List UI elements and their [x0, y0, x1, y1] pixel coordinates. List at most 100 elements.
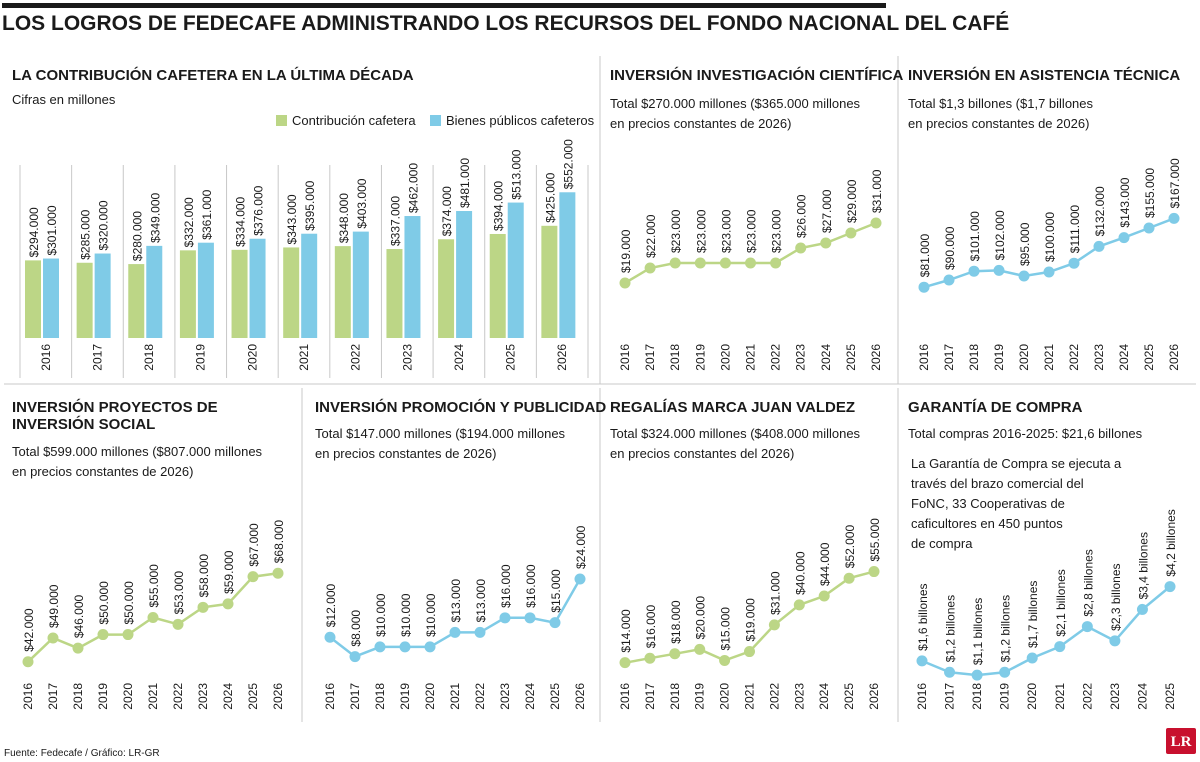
bar-label-contribucion-2025: $394.000: [492, 181, 506, 231]
garantia-label-2022: $2,8 billones: [1081, 549, 1095, 616]
asistencia-x-tick-2024: 2024: [1117, 344, 1131, 371]
promocion-x-tick-2016: 2016: [323, 683, 337, 710]
social-x-tick-2025: 2025: [246, 683, 260, 710]
promocion-x-tick-2026: 2026: [573, 683, 587, 710]
bar-x-tick-2024: 2024: [452, 344, 466, 371]
garantia-point-2022: [1081, 621, 1093, 633]
investigacion-label-2019: $23.000: [694, 209, 708, 253]
regalias-point-2020: [719, 654, 731, 666]
regalias-label-2019: $20.000: [694, 596, 708, 640]
regalias-chart-subtitle-line-2: en precios constantes del 2026): [610, 446, 794, 461]
promocion-label-2023: $16.000: [499, 564, 513, 608]
bar-label-bienes-2023: $462.000: [406, 163, 420, 213]
bar-bienes-2023: [404, 216, 421, 338]
bar-x-tick-2026: 2026: [555, 344, 569, 371]
regalias-x-tick-2018: 2018: [668, 683, 682, 710]
social-label-2022: $53.000: [172, 571, 186, 615]
bar-label-bienes-2024: $481.000: [458, 158, 472, 208]
regalias-label-2018: $18.000: [669, 600, 683, 644]
asistencia-point-2023: [1093, 240, 1105, 252]
asistencia-x-tick-2018: 2018: [967, 344, 981, 371]
regalias-x-tick-2020: 2020: [718, 683, 732, 710]
regalias-x-tick-2024: 2024: [817, 683, 831, 710]
bar-label-bienes-2026: $552.000: [561, 139, 575, 189]
promocion-label-2018: $10.000: [374, 593, 388, 637]
regalias-x-tick-2026: 2026: [867, 683, 881, 710]
garantia-chart-note-line-4: caficultores en 450 puntos: [911, 516, 1063, 531]
bar-bienes-2019: [197, 242, 214, 338]
garantia-label-2020: $1,7 billones: [1026, 581, 1040, 648]
bar-label-bienes-2022: $403.000: [355, 178, 369, 228]
promocion-x-tick-2025: 2025: [548, 683, 562, 710]
bar-contribucion-2024: [438, 239, 455, 338]
bar-bienes-2016: [43, 258, 59, 338]
garantia-point-2017: [944, 666, 956, 678]
social-x-tick-2022: 2022: [171, 683, 185, 710]
social-x-tick-2016: 2016: [21, 683, 35, 710]
bar-label-contribucion-2018: $280.000: [130, 211, 144, 261]
lr-logo-badge: [1166, 728, 1196, 754]
social-point-2026: [272, 567, 284, 579]
social-point-2017: [47, 632, 59, 644]
bar-contribucion-2021: [283, 247, 300, 338]
investigacion-label-2022: $23.000: [770, 209, 784, 253]
garantia-series-line: [921, 585, 1171, 677]
garantia-chart-title: GARANTÍA DE COMPRA: [908, 399, 1083, 416]
investigacion-label-2016: $19.000: [619, 229, 633, 273]
regalias-label-2017: $16.000: [644, 605, 658, 649]
regalias-point-2017: [644, 652, 656, 664]
investigacion-label-2017: $22.000: [644, 214, 658, 258]
regalias-x-tick-2017: 2017: [643, 683, 657, 710]
investigacion-x-tick-2017: 2017: [643, 344, 657, 371]
social-chart-subtitle-line-1: Total $599.000 millones ($807.000 millon…: [12, 444, 263, 459]
investigacion-label-2024: $27.000: [820, 189, 834, 233]
bar-contribucion-2020: [231, 249, 248, 338]
promocion-point-2025: [549, 617, 561, 629]
bar-x-tick-2016: 2016: [39, 344, 53, 371]
social-x-tick-2026: 2026: [271, 683, 285, 710]
social-label-2019: $50.000: [97, 581, 111, 625]
asistencia-point-2016: [918, 281, 930, 293]
social-label-2023: $58.000: [197, 554, 211, 598]
asistencia-x-tick-2022: 2022: [1067, 344, 1081, 371]
garantia-x-tick-2023: 2023: [1108, 683, 1122, 710]
social-x-tick-2020: 2020: [121, 683, 135, 710]
promocion-point-2023: [499, 612, 511, 624]
regalias-chart-title: REGALÍAS MARCA JUAN VALDEZ: [610, 399, 855, 416]
regalias-point-2019: [694, 643, 706, 655]
investigacion-point-2023: [795, 242, 807, 254]
main-title: LOS LOGROS DE FEDECAFE ADMINISTRANDO LOS…: [2, 12, 1009, 35]
garantia-chart-note-line-3: FoNC, 33 Cooperativas de: [911, 496, 1065, 511]
social-label-2020: $50.000: [122, 581, 136, 625]
investigacion-point-2018: [669, 257, 681, 269]
bar-label-bienes-2021: $395.000: [303, 180, 317, 230]
social-chart-title-line-2: INVERSIÓN SOCIAL: [12, 415, 155, 433]
asistencia-x-tick-2016: 2016: [917, 344, 931, 371]
bar-contribucion-2026: [541, 225, 558, 338]
asistencia-label-2017: $90.000: [943, 226, 957, 270]
asistencia-point-2018: [968, 265, 980, 277]
garantia-x-tick-2016: 2016: [915, 683, 929, 710]
social-label-2017: $49.000: [47, 584, 61, 628]
investigacion-point-2024: [820, 237, 832, 249]
bar-contribucion-2022: [334, 246, 351, 338]
bar-label-contribucion-2023: $337.000: [388, 196, 402, 246]
social-point-2016: [22, 656, 34, 668]
regalias-label-2023: $40.000: [793, 551, 807, 595]
asistencia-x-tick-2017: 2017: [942, 344, 956, 371]
promocion-point-2021: [449, 626, 461, 638]
regalias-x-tick-2022: 2022: [767, 683, 781, 710]
asistencia-x-tick-2025: 2025: [1142, 344, 1156, 371]
garantia-x-tick-2019: 2019: [998, 683, 1012, 710]
investigacion-x-tick-2019: 2019: [693, 344, 707, 371]
bar-contribucion-2025: [489, 233, 506, 338]
bar-x-tick-2025: 2025: [504, 344, 518, 371]
asistencia-label-2025: $155.000: [1143, 168, 1157, 218]
asistencia-point-2021: [1043, 266, 1055, 278]
social-label-2026: $68.000: [272, 520, 286, 564]
garantia-label-2025: $4,2 billones: [1164, 509, 1178, 576]
investigacion-x-tick-2023: 2023: [794, 344, 808, 371]
garantia-label-2017: $1,2 billones: [944, 595, 958, 662]
promocion-point-2026: [574, 573, 586, 585]
investigacion-label-2020: $23.000: [719, 209, 733, 253]
